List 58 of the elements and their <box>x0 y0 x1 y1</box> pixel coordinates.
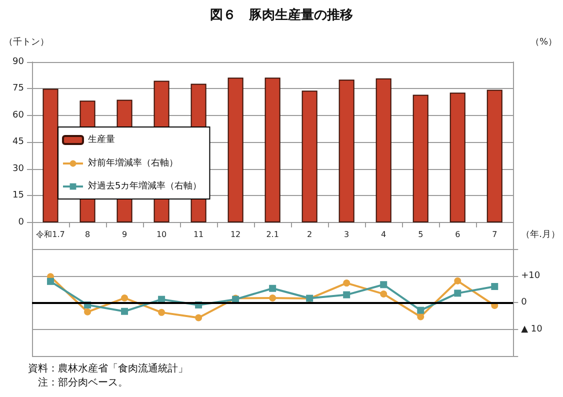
bar <box>486 90 502 222</box>
x-tick-label: 5 <box>418 230 424 239</box>
point <box>380 290 388 298</box>
bar <box>412 94 428 222</box>
x-tick-label: 令和1.7 <box>36 230 65 239</box>
bar <box>228 78 244 222</box>
chart-title: 図６ 豚肉生産量の推移 <box>210 7 353 23</box>
point <box>380 281 388 288</box>
x-tick-label: 4 <box>381 230 386 239</box>
y-axis-title: （千トン） <box>4 36 49 48</box>
point <box>343 280 350 287</box>
y2-tick-label: 0 <box>521 298 528 308</box>
bar <box>450 92 466 222</box>
point <box>195 314 202 322</box>
point <box>491 283 498 290</box>
y-tick-label: 15 <box>12 190 24 201</box>
y2-tick-label: +10 <box>521 270 540 281</box>
x-tick-label: 6 <box>455 230 460 239</box>
x-tick-label: 12 <box>230 230 241 239</box>
bar <box>338 80 354 222</box>
legend-label: 対過去5カ年増減率（右軸） <box>88 180 202 192</box>
point <box>158 308 166 316</box>
y-tick-label: 45 <box>12 137 24 148</box>
point <box>343 291 350 298</box>
bar <box>302 90 318 222</box>
x-tick-label: 8 <box>84 230 90 239</box>
y-tick-label: 0 <box>18 217 24 228</box>
legend-label: 生産量 <box>88 134 115 145</box>
y-tick-label: 90 <box>12 57 24 67</box>
point <box>454 290 462 297</box>
point <box>269 294 276 302</box>
x-tick-label: 3 <box>344 230 350 239</box>
x-tick-label: 2 <box>307 230 312 239</box>
point <box>454 277 462 284</box>
bar <box>264 78 280 222</box>
x-tick-label: 2.1 <box>266 230 279 239</box>
text: 注：部分肉ベース。 <box>28 376 128 388</box>
y2-tick-label: ▲ 10 <box>521 324 543 334</box>
x-axis-title: （年.月） <box>521 228 560 240</box>
bar <box>42 88 58 222</box>
point <box>417 313 424 320</box>
y-tick-label: 75 <box>12 84 24 94</box>
y-tick-label: 30 <box>12 164 24 174</box>
x-tick-label: 7 <box>492 230 498 239</box>
y2-axis-title: （%） <box>530 38 558 48</box>
x-tick-label: 9 <box>122 230 128 239</box>
point <box>121 308 128 315</box>
point <box>121 294 128 302</box>
bar <box>376 78 392 222</box>
text: 資料：農林水産省「食肉流通統計」 <box>28 362 188 374</box>
x-tick-label: 11 <box>193 230 204 239</box>
y-tick-label: 60 <box>12 110 24 120</box>
legend-label: 対前年増減率（右軸） <box>88 158 178 168</box>
point <box>84 308 92 316</box>
point <box>269 284 276 292</box>
point <box>417 306 424 314</box>
x-tick-label: 10 <box>156 230 167 239</box>
point <box>47 278 54 285</box>
